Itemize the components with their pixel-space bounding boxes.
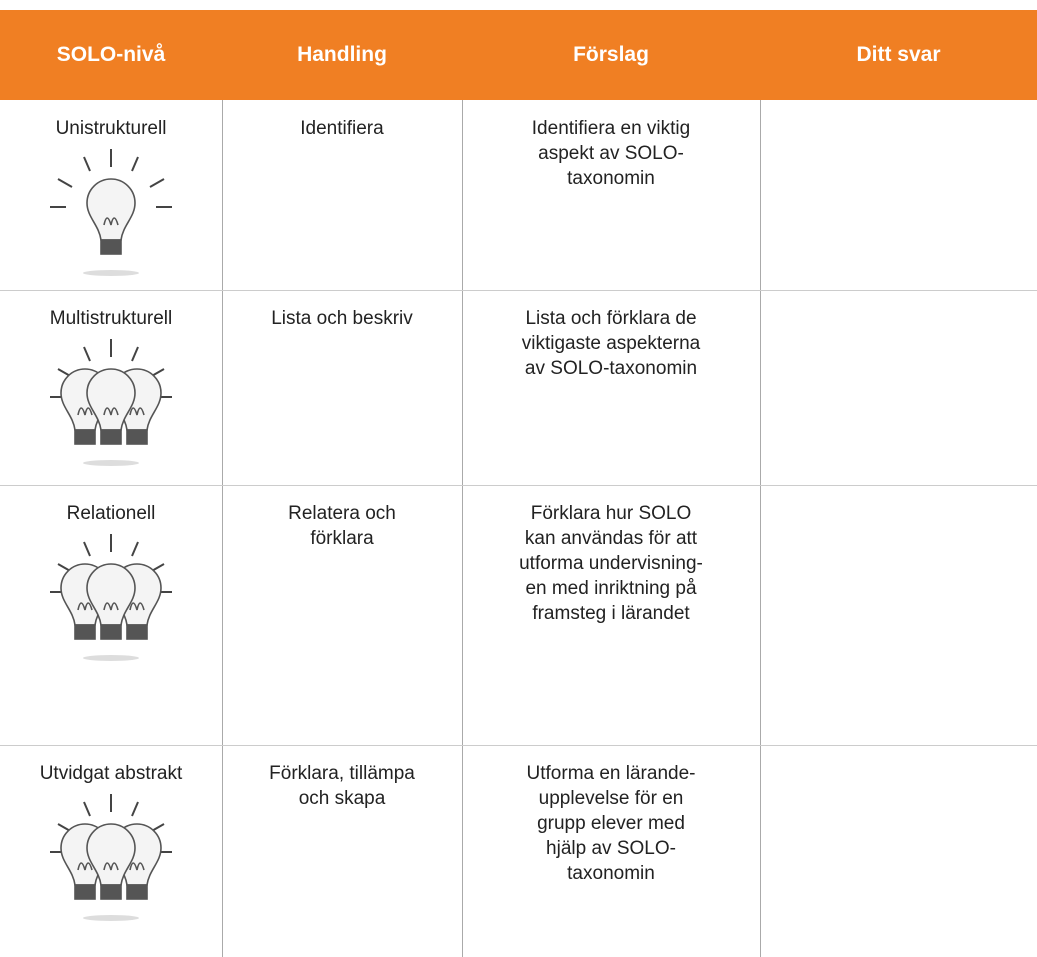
- header-band: [0, 10, 1037, 100]
- table-cell: Relationell: [66, 503, 156, 524]
- table-cell: Lista och förklara de viktigaste aspekte…: [521, 308, 701, 379]
- column-line: [760, 100, 761, 957]
- table-cell: Identifiera en viktig aspekt av SOLO- ta…: [531, 118, 691, 189]
- table-cell: Förklara, tillämpa och skapa: [269, 763, 415, 809]
- column-header: Handling: [297, 43, 387, 66]
- row-line: [0, 745, 1037, 746]
- table-cell: Multistrukturell: [49, 308, 173, 329]
- table-cell: Lista och beskriv: [271, 308, 413, 329]
- table-cell: Unistrukturell: [55, 118, 167, 139]
- column-line: [222, 100, 223, 957]
- row-line: [0, 485, 1037, 486]
- row-line: [0, 290, 1037, 291]
- table-cell: Utforma en lärande- upplevelse för en gr…: [526, 763, 696, 884]
- table-cell: Relatera och förklara: [288, 503, 396, 549]
- bulb-icon: [50, 149, 172, 276]
- column-line: [462, 100, 463, 957]
- table-cell: Utvidgat abstrakt: [39, 763, 183, 784]
- column-header: Förslag: [573, 43, 649, 66]
- bulb-icon: [50, 794, 172, 921]
- column-header: Ditt svar: [856, 43, 941, 66]
- bulb-icon: [50, 534, 172, 661]
- column-header: SOLO-nivå: [56, 43, 166, 66]
- bulb-icon: [50, 339, 172, 466]
- table-cell: Identifiera: [300, 118, 384, 139]
- table-cell: Förklara hur SOLO kan användas för att u…: [519, 503, 703, 624]
